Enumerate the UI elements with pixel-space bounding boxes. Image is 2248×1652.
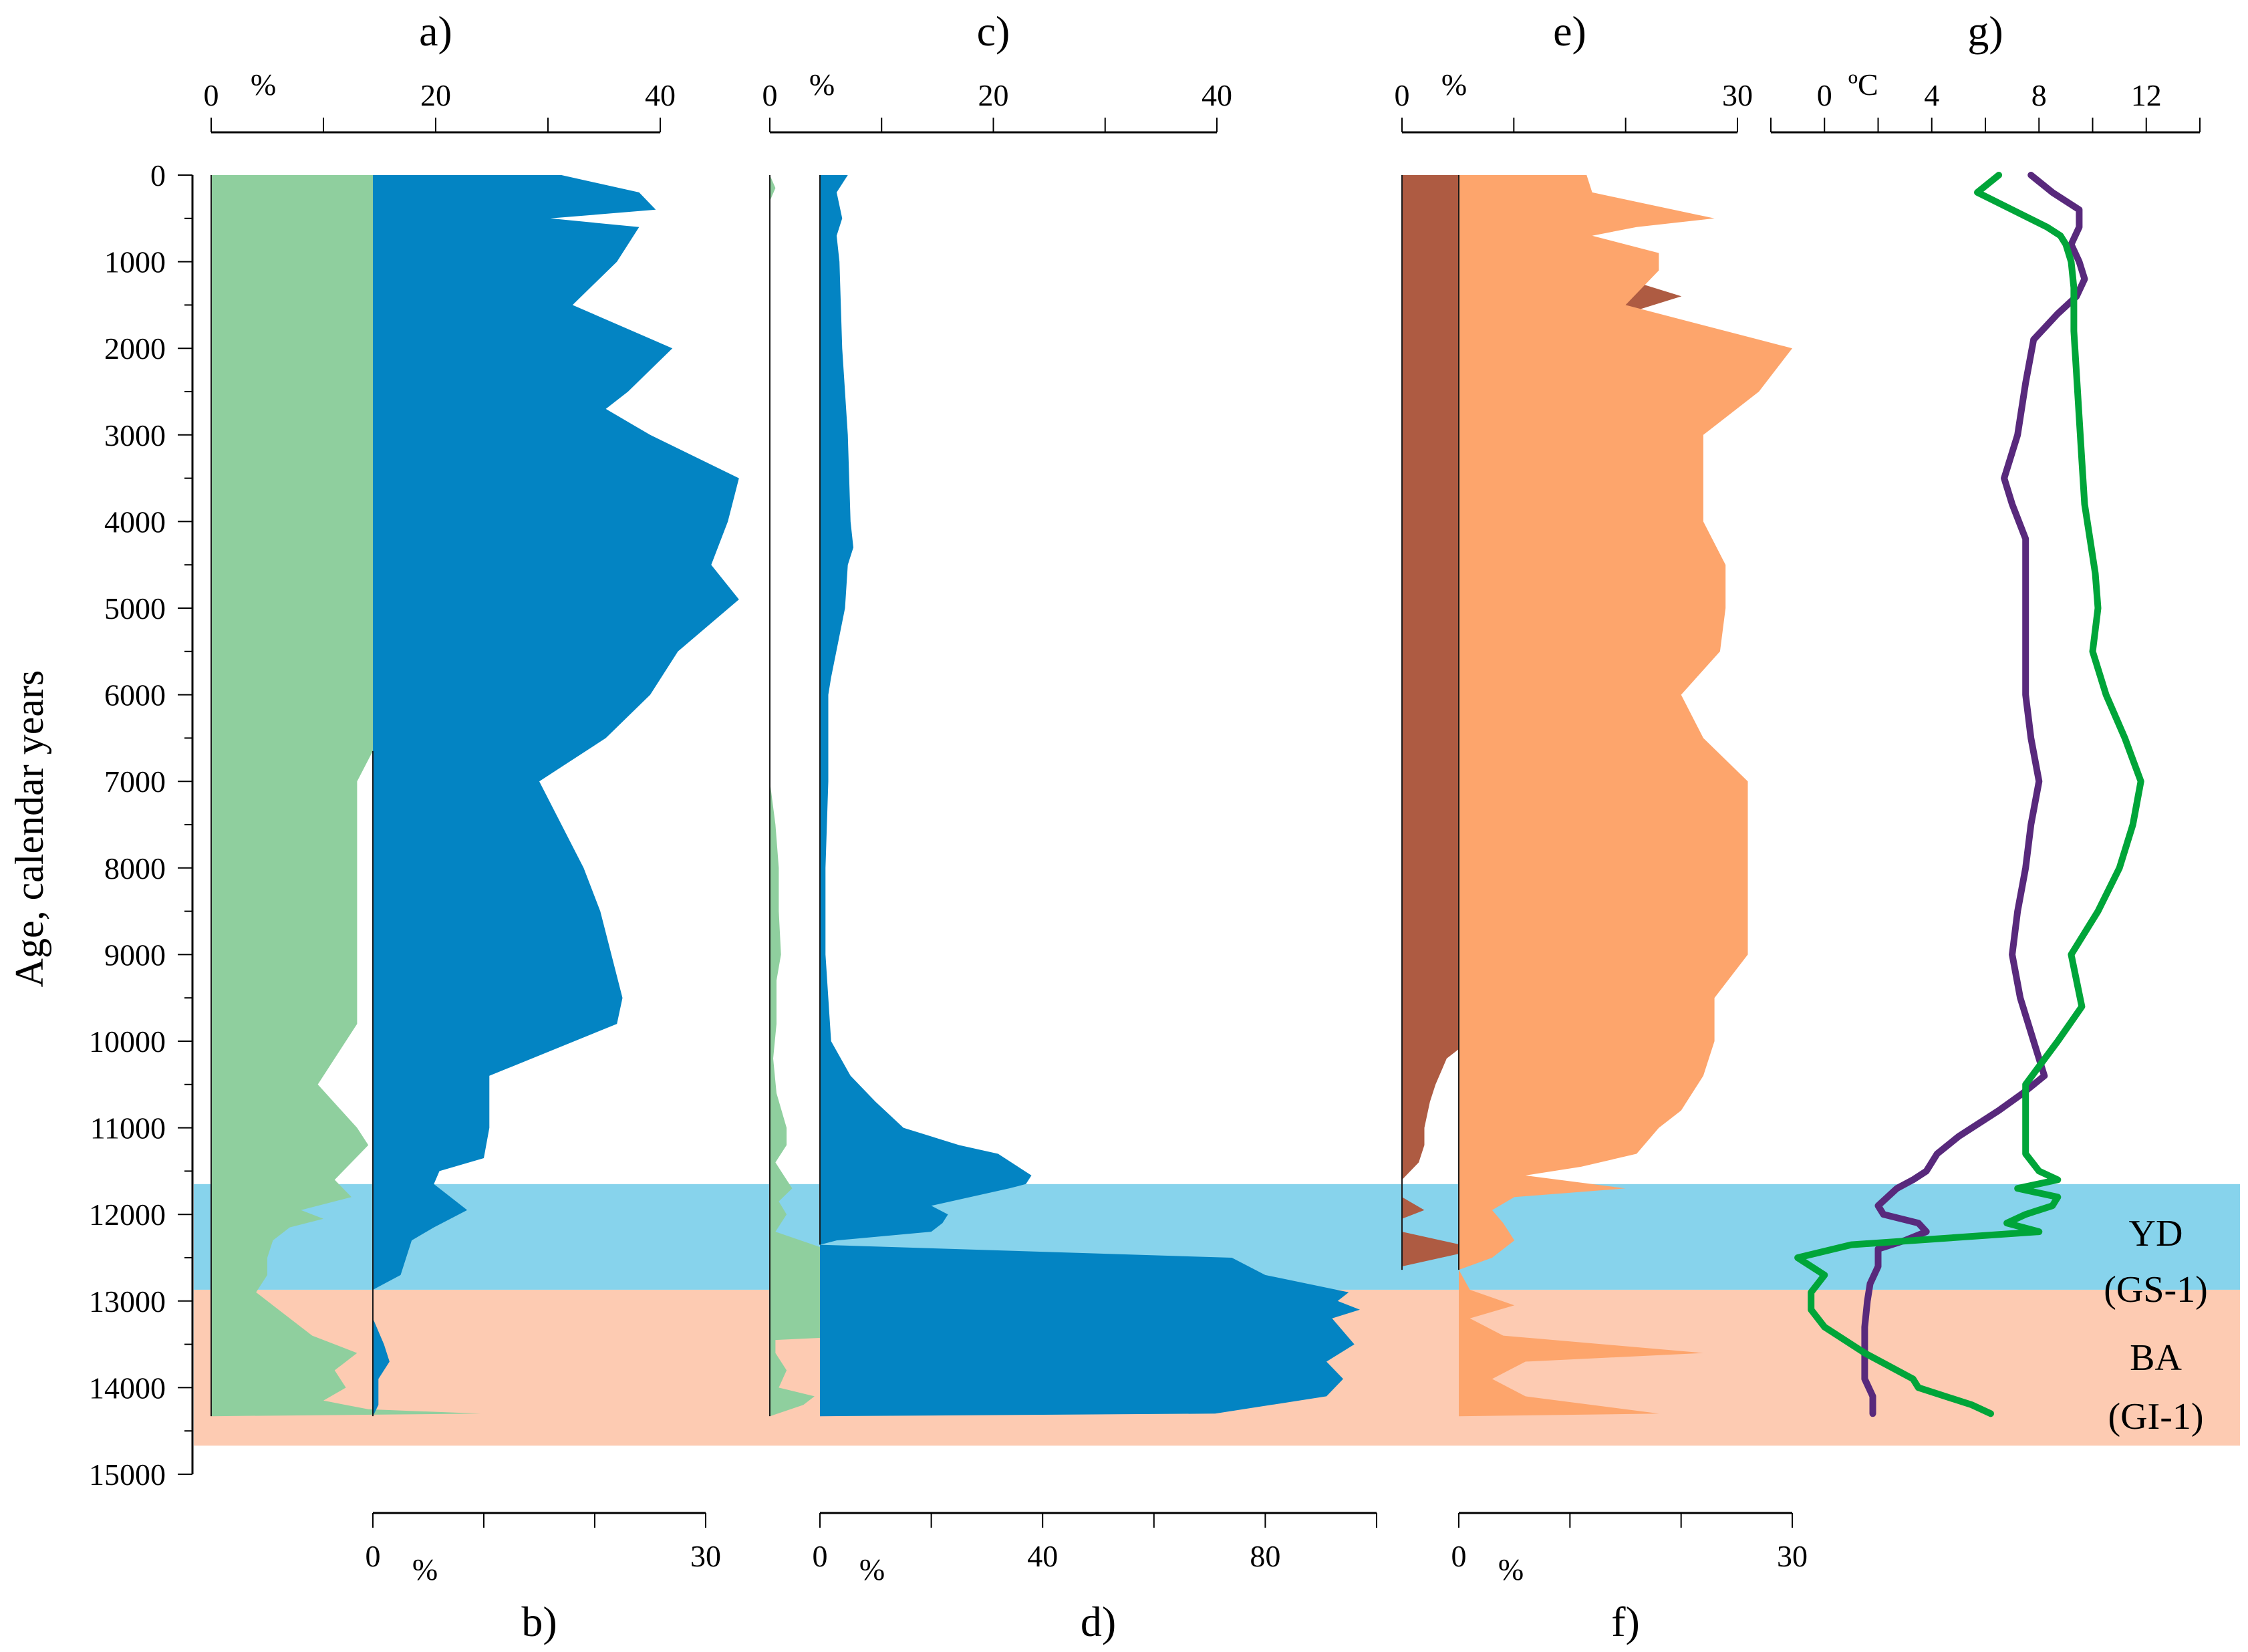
y-tick-label-3000: 3000: [104, 418, 166, 452]
series-g-green: [1794, 172, 2144, 1417]
panel-e-tick-label-3: 30: [1722, 78, 1753, 112]
panel-c-tick-label-0: 0: [762, 78, 778, 112]
y-tick-label-1000: 1000: [104, 245, 166, 279]
zone-yd-label-line1: YD: [2129, 1213, 2183, 1254]
panel-d-title: d): [1081, 1598, 1116, 1645]
y-tick-label-12000: 12000: [89, 1198, 166, 1232]
y-tick-label-10000: 10000: [89, 1024, 166, 1059]
y-tick-label-7000: 7000: [104, 765, 166, 799]
areas-layer: [210, 175, 1792, 1417]
panel-e-title: e): [1553, 7, 1586, 55]
y-tick-label-6000: 6000: [104, 678, 166, 712]
series-f-orange: [1459, 175, 1792, 1417]
panel-d-tick-label-2: 40: [1027, 1539, 1058, 1573]
y-tick-label-4000: 4000: [104, 505, 166, 539]
panel-e-unit: %: [1441, 67, 1467, 102]
y-tick-label-9000: 9000: [104, 938, 166, 972]
panel-d-tick-label-0: 0: [813, 1539, 828, 1573]
panel-f-title: f): [1611, 1598, 1640, 1645]
panel-f-tick-label-3: 30: [1777, 1539, 1808, 1573]
series-b-blue: [373, 175, 739, 1417]
series-a-green: [211, 175, 548, 1417]
y-tick-label-0: 0: [150, 158, 166, 192]
panel-d-tick-label-4: 80: [1250, 1539, 1280, 1573]
panel-g-unit: ºC: [1848, 67, 1878, 102]
y-axis-label: Age, calendar years: [7, 670, 51, 988]
panel-a-title: a): [419, 7, 452, 55]
panel-e-tick-label-0: 0: [1395, 78, 1410, 112]
labels-layer: Age, calendar years YD (GS-1) BA (GI-1): [7, 670, 2208, 1437]
y-tick-label-14000: 14000: [89, 1371, 166, 1405]
y-tick-label-8000: 8000: [104, 851, 166, 885]
panel-b-unit: %: [412, 1552, 438, 1587]
panel-b-tick-label-0: 0: [366, 1539, 381, 1573]
zone-yd-label-line2: (GS-1): [2104, 1269, 2208, 1311]
y-tick-label-2000: 2000: [104, 331, 166, 366]
panel-g-tick-label-3: 4: [1924, 78, 1939, 112]
zone-ba-label-line1: BA: [2130, 1337, 2182, 1379]
panel-f-unit: %: [1498, 1552, 1524, 1587]
panel-g-title: g): [1967, 7, 2003, 55]
panel-g-tick-label-1: 0: [1817, 78, 1832, 112]
panel-d-unit: %: [859, 1552, 885, 1587]
panel-c-tick-label-4: 40: [1202, 78, 1232, 112]
lines-layer: [1794, 172, 2144, 1417]
panel-c-title: c): [977, 7, 1010, 55]
y-tick-label-13000: 13000: [89, 1284, 166, 1319]
y-tick-label-5000: 5000: [104, 591, 166, 626]
panel-f-tick-label-0: 0: [1451, 1539, 1467, 1573]
panel-b-tick-label-3: 30: [690, 1539, 721, 1573]
panel-c-unit: %: [809, 67, 835, 102]
panel-a-unit: %: [251, 67, 276, 102]
series-g-purple: [1861, 172, 2088, 1417]
panel-a-tick-label-2: 20: [420, 78, 451, 112]
panel-a-tick-label-4: 40: [645, 78, 676, 112]
y-tick-label-15000: 15000: [89, 1458, 166, 1492]
panel-a-tick-label-0: 0: [204, 78, 219, 112]
panel-c-tick-label-2: 20: [978, 78, 1009, 112]
series-c-green: [770, 175, 1128, 1417]
panel-g-tick-label-7: 12: [2131, 78, 2162, 112]
series-d-blue: [820, 175, 1360, 1417]
panel-b-title: b): [521, 1598, 557, 1645]
y-tick-label-11000: 11000: [90, 1111, 166, 1145]
panel-g-tick-label-5: 8: [2031, 78, 2047, 112]
axes-layer: 0100020003000400050006000700080009000100…: [89, 7, 2201, 1645]
zone-ba-label-line2: (GI-1): [2108, 1396, 2203, 1437]
